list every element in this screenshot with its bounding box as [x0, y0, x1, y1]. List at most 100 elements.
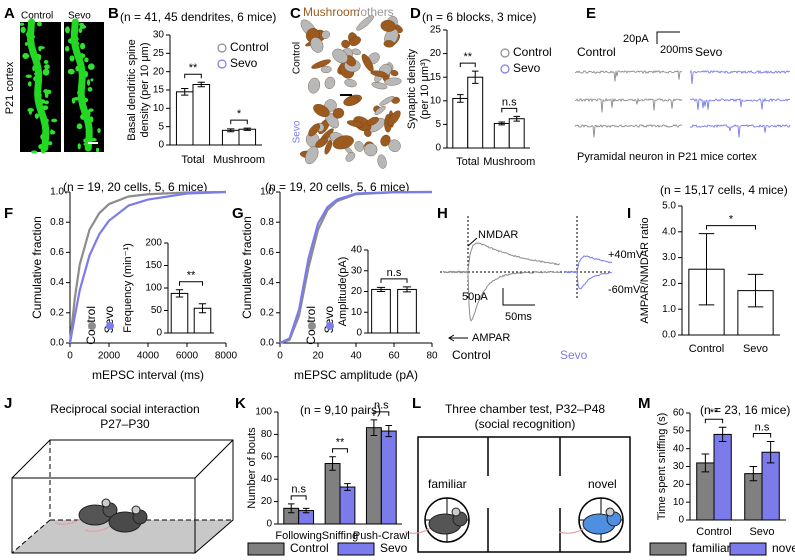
legend-label: Control: [513, 45, 552, 59]
synapse-blob: [388, 139, 401, 153]
significance-label: n.s: [502, 96, 517, 108]
scale-bar: [656, 31, 680, 44]
spine: [25, 74, 32, 78]
synapse-blob: [310, 37, 324, 53]
synapse-blob: [324, 76, 336, 89]
panel-letter: G: [232, 205, 244, 222]
panel-letter: L: [412, 395, 421, 412]
error-bar: [344, 483, 351, 491]
y-tick-label: 0.0: [260, 338, 274, 349]
chart-subtitle: (n = 19, 20 cells, 5, 6 mice): [63, 180, 207, 194]
bar: [397, 288, 417, 334]
synapse-blob: [364, 143, 378, 157]
spine: [27, 81, 32, 87]
significance-bracket: [501, 107, 518, 113]
y-tick-label: 10: [673, 497, 685, 508]
x-tick-label: 80: [426, 351, 438, 362]
mouse-tail: [54, 518, 82, 525]
spine: [87, 87, 93, 92]
synapse-blob: [366, 116, 379, 126]
significance-bracket: [373, 411, 390, 416]
legend-marker: [217, 59, 227, 69]
synapse-blob: [370, 70, 388, 77]
spine: [24, 42, 28, 46]
y-tick-label: 20: [351, 286, 363, 297]
y-axis-label: Number of bouts: [246, 427, 258, 509]
scale-bar: [502, 288, 535, 306]
chart-subtitle: (n = 15,17 cells, 4 mice): [660, 183, 788, 197]
spine: [48, 141, 53, 146]
legend-swatch: [247, 542, 285, 556]
error-bar: [456, 94, 464, 103]
significance-label: *: [729, 214, 734, 226]
mouse-tail: [558, 527, 586, 534]
image-label: Sevo: [68, 11, 91, 22]
synapse-blob: [324, 140, 333, 155]
spine: [76, 123, 83, 130]
legend-swatch: [649, 542, 687, 556]
bar: [170, 292, 189, 334]
dendrite: [27, 18, 50, 152]
error-bar: [749, 466, 758, 482]
chart-subtitle: (n = 19, 20 cells, 5, 6 mice): [265, 180, 409, 194]
cdf-line: [279, 190, 433, 344]
evoked-trace: [564, 270, 613, 290]
y-axis-label: Time spent sniffing (s): [656, 413, 668, 521]
x-tick-label: 60: [388, 351, 400, 362]
significance-bracket: [706, 225, 756, 230]
legend-marker: [217, 43, 227, 53]
synapse-blob: [377, 154, 387, 169]
synapse-blob: [345, 152, 356, 162]
significance-bracket: [752, 433, 772, 438]
spine: [87, 63, 95, 70]
bar: [713, 433, 732, 521]
y-tick-label: 80: [261, 429, 273, 440]
x-tick-label: Mushroom: [483, 156, 535, 168]
trace: [689, 97, 791, 110]
y-tick-label: 40: [351, 245, 363, 256]
spine: [95, 147, 100, 153]
y-tick-label: 5: [435, 119, 441, 130]
mouse-ear: [131, 505, 141, 515]
spine: [22, 53, 30, 59]
significance-label: *: [237, 108, 242, 120]
y-tick-label: 1.0: [662, 304, 676, 315]
y-tick-label: 10: [351, 307, 363, 318]
spine: [65, 26, 70, 34]
legend-label: Sevo: [380, 541, 408, 555]
image-label: Control: [292, 42, 303, 74]
chamber-walls: [487, 437, 561, 552]
trace: [689, 69, 791, 85]
y-tick-label: 1.0: [260, 187, 274, 198]
significance-label: **: [336, 437, 345, 449]
image-label: Control: [21, 11, 53, 22]
diagram-title: Three chamber test, P32–P48: [445, 402, 605, 416]
x-tick-label: Control: [689, 343, 724, 355]
chamber-box: [417, 436, 631, 553]
bar: [339, 486, 356, 525]
trace: [574, 69, 683, 82]
x-tick-label: Sniffing: [322, 530, 359, 542]
x-tick-label: 0: [277, 351, 283, 362]
synapse-blob: [308, 77, 321, 94]
synapse-blob: [313, 104, 330, 117]
spine: [36, 21, 42, 27]
y-tick-label: 150: [145, 260, 162, 271]
x-tick-label: 4000: [137, 351, 160, 362]
spine: [84, 57, 89, 63]
x-tick-label: Total: [181, 154, 204, 166]
synapse-blob: [361, 53, 374, 72]
spine: [43, 59, 49, 65]
chart-subtitle: (n = 41, 45 dendrites, 6 mice): [120, 10, 276, 24]
image-label: P21 cortex: [4, 61, 16, 114]
arrow: [448, 334, 468, 342]
y-tick-label: 100: [145, 283, 162, 294]
trace: [574, 97, 683, 113]
error-bar: [302, 507, 310, 514]
spine: [77, 143, 81, 150]
y-tick-label: 0.4: [50, 277, 64, 288]
spine: [34, 113, 39, 119]
bar: [324, 463, 341, 525]
x-tick-label: 20: [312, 351, 324, 362]
